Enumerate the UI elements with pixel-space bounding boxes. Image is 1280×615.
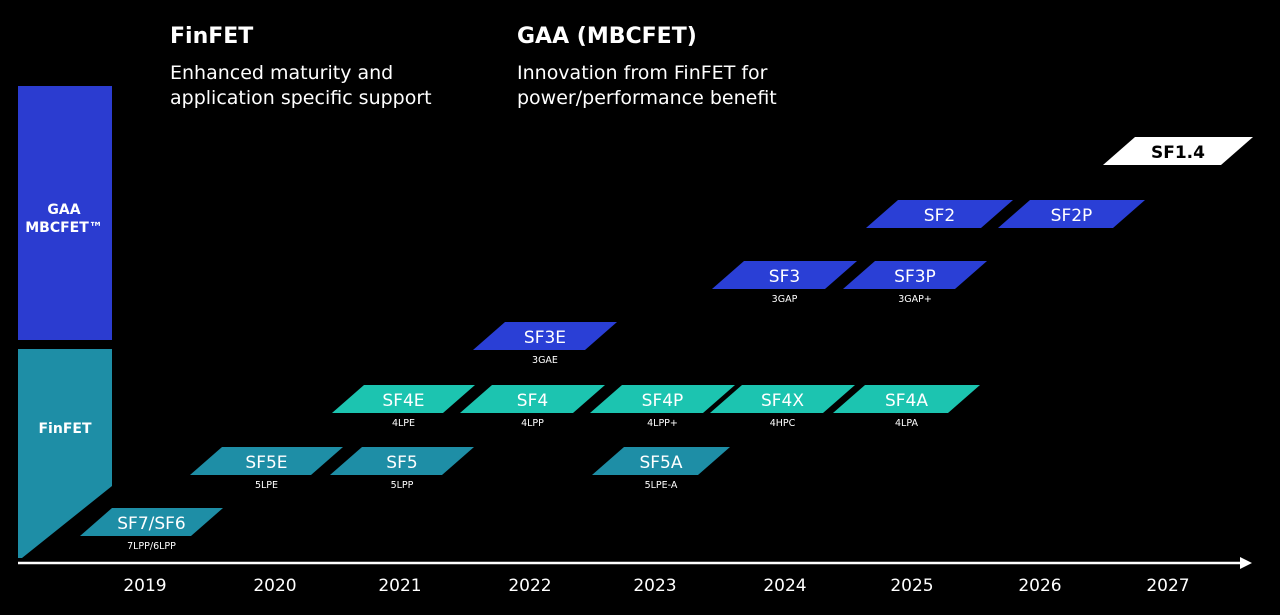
process-nodes: SF7/SF6 7LPP/6LPP SF5E 5LPE SF5 5LPP SF5A 5LPE-…	[80, 137, 1253, 552]
node-label: SF5E	[245, 453, 287, 473]
finfet-category-label: FinFET	[38, 421, 91, 437]
node-label: SF4P	[642, 391, 684, 411]
node-sublabel: 4LPP	[521, 418, 544, 429]
node-sf4: SF4 4LPP	[460, 385, 605, 429]
node-label: SF5	[386, 453, 417, 473]
node-sublabel: 4LPE	[392, 418, 415, 429]
node-label: SF3	[769, 267, 800, 287]
node-label: SF2	[924, 206, 955, 226]
node-sf1-4: SF1.4	[1103, 137, 1253, 165]
node-sublabel: 5LPP	[391, 480, 414, 491]
node-label: SF7/SF6	[117, 514, 186, 534]
node-sf4p: SF4P 4LPP+	[590, 385, 735, 429]
node-sublabel: 4LPP+	[647, 418, 678, 429]
node-sf5e: SF5E 5LPE	[190, 447, 343, 491]
gaa-category-line2: MBCFET™	[25, 220, 103, 236]
node-shape	[710, 385, 855, 413]
node-shape	[590, 385, 735, 413]
gaa-category-line1: GAA	[47, 202, 80, 218]
node-sf5: SF5 5LPP	[330, 447, 474, 491]
node-sf4a: SF4A 4LPA	[833, 385, 980, 429]
node-label: SF1.4	[1151, 143, 1205, 163]
node-sublabel: 3GAP	[772, 294, 798, 305]
node-sublabel: 3GAE	[532, 355, 558, 366]
node-sf3: SF3 3GAP	[712, 261, 857, 305]
gaa-header-line1: Innovation from FinFET for	[517, 62, 768, 84]
node-shape	[473, 322, 617, 350]
node-sf5a: SF5A 5LPE-A	[592, 447, 730, 491]
year-label: 2026	[1018, 576, 1061, 596]
year-label: 2024	[763, 576, 806, 596]
node-sf2p: SF2P	[998, 200, 1145, 228]
node-label: SF2P	[1051, 206, 1093, 226]
node-shape	[843, 261, 987, 289]
node-sf4e: SF4E 4LPE	[332, 385, 475, 429]
node-label: SF4A	[885, 391, 928, 411]
node-shape	[1103, 137, 1253, 165]
node-sf7-sf6: SF7/SF6 7LPP/6LPP	[80, 508, 223, 552]
node-sf4x: SF4X 4HPC	[710, 385, 855, 429]
node-shape	[592, 447, 730, 475]
year-label: 2021	[378, 576, 421, 596]
finfet-header-line1: Enhanced maturity and	[170, 62, 393, 84]
year-label: 2025	[890, 576, 933, 596]
node-label: SF3E	[524, 328, 566, 348]
node-label: SF3P	[894, 267, 936, 287]
year-labels: 2019 2020 2021 2022 2023 2024 2025 2026 2027	[123, 576, 1189, 596]
node-shape	[332, 385, 475, 413]
node-shape	[833, 385, 980, 413]
node-sf2: SF2	[866, 200, 1013, 228]
node-sublabel: 3GAP+	[898, 294, 932, 305]
year-label: 2020	[253, 576, 296, 596]
year-label: 2022	[508, 576, 551, 596]
node-sublabel: 4LPA	[895, 418, 918, 429]
gaa-category-block	[18, 86, 112, 340]
node-shape	[330, 447, 474, 475]
node-shape	[866, 200, 1013, 228]
node-sublabel: 5LPE	[255, 480, 278, 491]
node-sf3p: SF3P 3GAP+	[843, 261, 987, 305]
node-sublabel: 7LPP/6LPP	[127, 541, 176, 552]
node-shape	[460, 385, 605, 413]
year-label: 2027	[1146, 576, 1189, 596]
node-label: SF4X	[761, 391, 804, 411]
finfet-header-line2: application specific support	[170, 87, 432, 109]
node-label: SF5A	[639, 453, 682, 473]
gaa-header-line2: power/performance benefit	[517, 87, 777, 109]
node-shape	[998, 200, 1145, 228]
node-sublabel: 4HPC	[770, 418, 796, 429]
node-shape	[80, 508, 223, 536]
year-label: 2019	[123, 576, 166, 596]
node-sf3e: SF3E 3GAE	[473, 322, 617, 366]
gaa-header-title: GAA (MBCFET)	[517, 24, 697, 49]
year-label: 2023	[633, 576, 676, 596]
finfet-header-title: FinFET	[170, 24, 253, 49]
node-label: SF4E	[382, 391, 424, 411]
finfet-category-block	[18, 349, 112, 558]
node-label: SF4	[517, 391, 548, 411]
timeline-arrow-icon	[1240, 557, 1252, 569]
node-sublabel: 5LPE-A	[645, 480, 678, 491]
node-shape	[190, 447, 343, 475]
node-shape	[712, 261, 857, 289]
